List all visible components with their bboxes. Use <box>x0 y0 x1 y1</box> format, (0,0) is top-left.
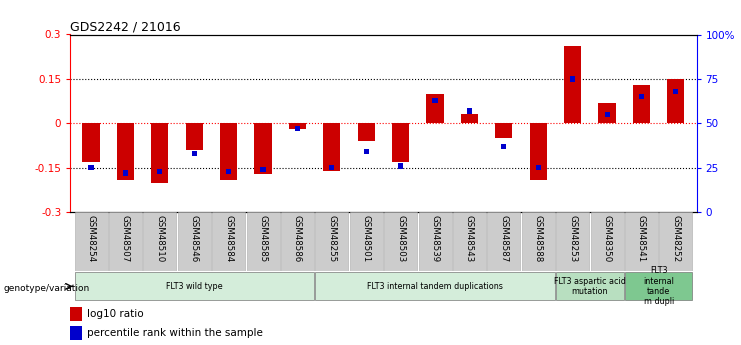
Bar <box>659 212 692 271</box>
Bar <box>625 212 658 271</box>
Bar <box>75 273 314 300</box>
Bar <box>316 212 348 271</box>
Bar <box>633 85 650 124</box>
Bar <box>316 273 555 300</box>
Bar <box>281 212 314 271</box>
Text: genotype/variation: genotype/variation <box>4 284 90 293</box>
Text: GSM48587: GSM48587 <box>499 215 508 262</box>
Bar <box>220 124 237 180</box>
Bar <box>502 144 506 149</box>
Bar <box>625 273 692 300</box>
Bar <box>668 79 685 124</box>
Bar <box>364 149 369 155</box>
Bar <box>247 212 279 271</box>
Bar <box>453 212 486 271</box>
Bar <box>323 124 340 171</box>
Bar <box>384 212 417 271</box>
Text: FLT3 aspartic acid
mutation: FLT3 aspartic acid mutation <box>554 277 626 296</box>
Text: GSM48586: GSM48586 <box>293 215 302 262</box>
Bar <box>461 115 478 124</box>
Text: GSM48503: GSM48503 <box>396 215 405 262</box>
Bar <box>639 94 644 99</box>
Bar <box>289 124 306 129</box>
Bar <box>536 165 541 170</box>
Bar <box>82 124 99 162</box>
Text: GSM48539: GSM48539 <box>431 215 439 262</box>
Bar <box>117 124 134 180</box>
Bar <box>109 212 142 271</box>
Bar <box>556 212 589 271</box>
Bar <box>123 170 128 176</box>
Bar <box>143 212 176 271</box>
Bar <box>226 169 231 174</box>
Bar <box>599 102 616 124</box>
Bar <box>427 94 444 124</box>
Bar <box>295 126 300 131</box>
Text: GSM48255: GSM48255 <box>328 215 336 262</box>
Bar <box>70 326 82 339</box>
Bar <box>178 212 210 271</box>
Text: FLT3
internal
tande
m dupli: FLT3 internal tande m dupli <box>643 266 674 306</box>
Text: GSM48253: GSM48253 <box>568 215 577 262</box>
Bar <box>522 212 555 271</box>
Bar <box>488 212 520 271</box>
Bar <box>329 165 334 170</box>
Bar <box>674 89 679 94</box>
Bar <box>564 46 581 124</box>
Text: GSM48501: GSM48501 <box>362 215 370 262</box>
Text: GDS2242 / 21016: GDS2242 / 21016 <box>70 20 181 33</box>
Bar <box>570 76 575 81</box>
Bar <box>392 124 409 162</box>
Text: GSM48585: GSM48585 <box>259 215 268 262</box>
Text: GSM48584: GSM48584 <box>224 215 233 262</box>
Bar <box>151 124 168 183</box>
Text: GSM48350: GSM48350 <box>602 215 611 262</box>
Bar <box>467 108 472 114</box>
Text: GSM48588: GSM48588 <box>534 215 543 262</box>
Text: GSM48543: GSM48543 <box>465 215 474 262</box>
Text: GSM48546: GSM48546 <box>190 215 199 262</box>
Bar <box>495 124 513 138</box>
Text: log10 ratio: log10 ratio <box>87 309 144 319</box>
Bar <box>530 124 547 180</box>
Bar <box>186 124 203 150</box>
Bar <box>70 307 82 321</box>
Bar <box>75 212 107 271</box>
Text: GSM48510: GSM48510 <box>156 215 165 262</box>
Bar <box>192 151 197 156</box>
Bar <box>433 98 438 103</box>
Bar <box>398 163 403 169</box>
Bar <box>605 112 610 117</box>
Text: FLT3 internal tandem duplications: FLT3 internal tandem duplications <box>367 282 503 291</box>
Bar <box>556 273 624 300</box>
Text: GSM48252: GSM48252 <box>671 215 680 262</box>
Text: GSM48541: GSM48541 <box>637 215 646 262</box>
Text: GSM48507: GSM48507 <box>121 215 130 262</box>
Text: GSM48254: GSM48254 <box>87 215 96 262</box>
Bar <box>88 165 93 170</box>
Bar <box>591 212 624 271</box>
Bar <box>261 167 265 172</box>
Text: FLT3 wild type: FLT3 wild type <box>166 282 222 291</box>
Bar <box>350 212 383 271</box>
Bar <box>358 124 375 141</box>
Bar <box>212 212 245 271</box>
Text: percentile rank within the sample: percentile rank within the sample <box>87 328 263 338</box>
Bar <box>419 212 451 271</box>
Bar <box>254 124 272 174</box>
Bar <box>157 169 162 174</box>
